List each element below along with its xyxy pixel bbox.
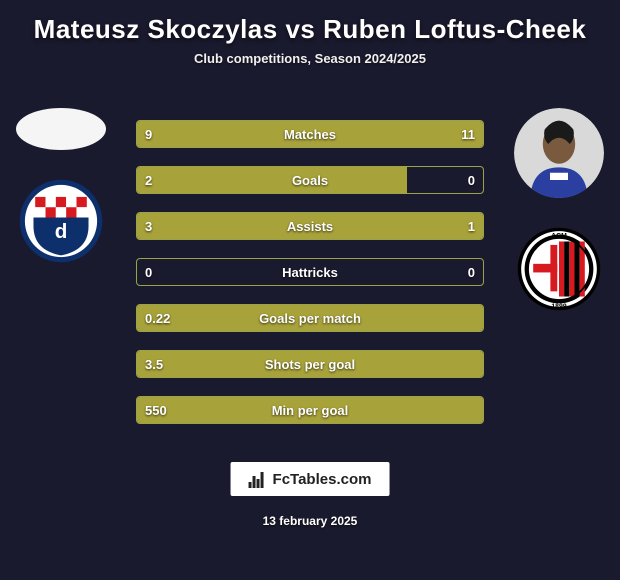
metric-fill-left <box>137 305 483 331</box>
metric-value-left: 0 <box>137 259 160 285</box>
page-title: Mateusz Skoczylas vs Ruben Loftus-Cheek <box>0 0 620 51</box>
ac-milan-crest-icon: ACM 1899 <box>516 226 602 312</box>
metric-fill-left <box>137 351 483 377</box>
snapshot-date: 13 february 2025 <box>0 514 620 528</box>
right-player-column: ACM 1899 <box>504 108 614 312</box>
metric-fill-left <box>137 121 293 147</box>
svg-text:d: d <box>55 220 68 243</box>
metric-fill-right <box>397 213 484 239</box>
dinamo-zagreb-crest-icon: d <box>18 178 104 264</box>
left-player-column: d <box>6 108 116 264</box>
footer-brand-box[interactable]: FcTables.com <box>231 462 390 496</box>
svg-text:ACM: ACM <box>551 233 567 240</box>
svg-text:1899: 1899 <box>551 304 566 311</box>
right-player-avatar <box>514 108 604 198</box>
footer-brand-text: FcTables.com <box>273 471 372 488</box>
metric-row: 20Goals <box>136 166 484 194</box>
metric-value-right: 0 <box>460 167 483 193</box>
page-subtitle: Club competitions, Season 2024/2025 <box>0 51 620 66</box>
metric-row: 0.22Goals per match <box>136 304 484 332</box>
metric-row: 31Assists <box>136 212 484 240</box>
metric-value-right: 0 <box>460 259 483 285</box>
player-photo-icon <box>514 108 604 198</box>
metric-fill-left <box>137 397 483 423</box>
right-club-crest: ACM 1899 <box>516 226 602 312</box>
left-club-crest: d <box>18 178 104 264</box>
metric-fill-left <box>137 213 397 239</box>
fctables-logo-icon <box>249 470 267 488</box>
metric-row: 550Min per goal <box>136 396 484 424</box>
left-player-avatar <box>16 108 106 150</box>
metric-row: 0 0Hattricks <box>136 258 484 286</box>
metric-fill-right <box>293 121 483 147</box>
metric-row: 911Matches <box>136 120 484 148</box>
metric-label: Hattricks <box>137 259 483 285</box>
metric-fill-left <box>137 167 407 193</box>
metric-row: 3.5Shots per goal <box>136 350 484 378</box>
comparison-bars: 911Matches20Goals31Assists00Hattricks0.2… <box>136 120 484 424</box>
